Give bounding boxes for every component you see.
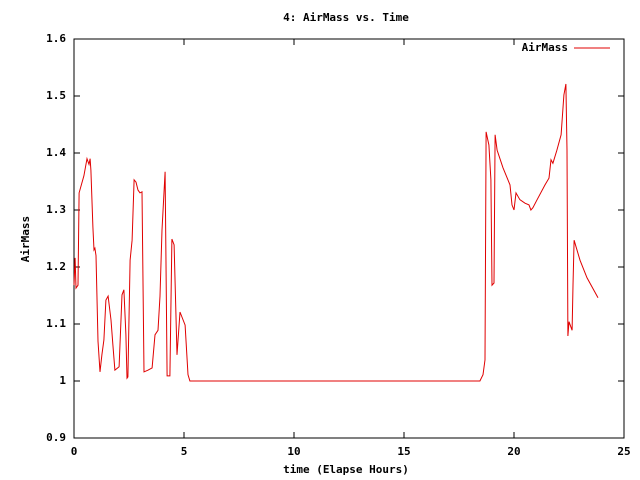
y-tick-label: 1.1 <box>46 317 66 330</box>
y-tick-label: 1.6 <box>46 32 66 45</box>
chart-title: 4: AirMass vs. Time <box>283 11 409 24</box>
y-tick-label: 1 <box>59 374 66 387</box>
x-tick-label: 25 <box>617 445 630 458</box>
legend-label: AirMass <box>522 41 568 54</box>
x-tick-label: 0 <box>71 445 78 458</box>
x-axis-label: time (Elapse Hours) <box>283 463 409 476</box>
x-tick-label: 10 <box>287 445 300 458</box>
y-tick-label: 1.5 <box>46 89 66 102</box>
plot-border <box>73 38 625 439</box>
y-axis-label: AirMass <box>19 216 32 262</box>
y-tick-label: 1.3 <box>46 203 66 216</box>
y-tick-label: 1.4 <box>46 146 66 159</box>
data-line <box>73 83 599 382</box>
y-tick-label: 0.9 <box>46 431 66 444</box>
x-tick-label: 5 <box>181 445 188 458</box>
y-tick-label: 1.2 <box>46 260 66 273</box>
x-tick-label: 20 <box>507 445 520 458</box>
x-tick-label: 15 <box>397 445 410 458</box>
